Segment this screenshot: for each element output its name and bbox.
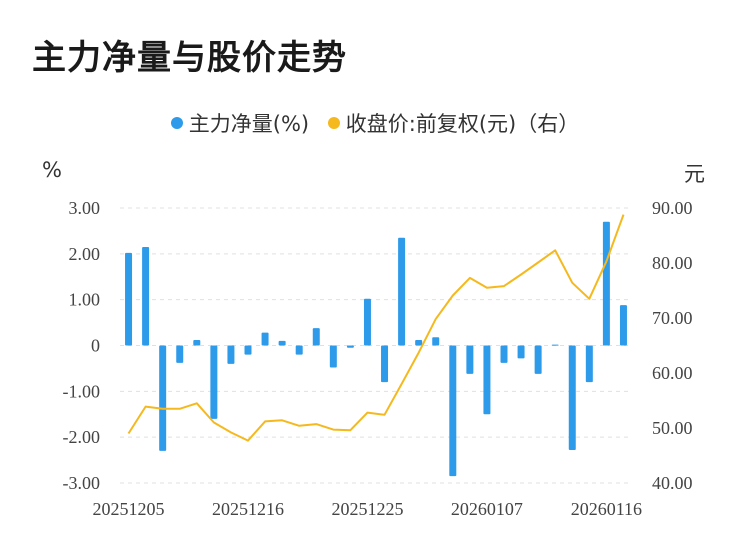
bar-mark [381, 345, 389, 383]
bar-mark [432, 337, 440, 346]
x-tick-label: 20251205 [93, 499, 165, 519]
y-right-tick-label: 50.00 [652, 418, 693, 438]
bar-mark [244, 345, 252, 355]
y-left-tick-label: 1.00 [69, 290, 101, 310]
y-right-tick-label: 90.00 [652, 198, 693, 218]
bar-mark [415, 340, 423, 346]
bar-mark [500, 345, 508, 363]
y-left-tick-label: 0 [91, 336, 100, 356]
y-left-tick-label: -1.00 [63, 381, 101, 401]
bar-mark [449, 345, 457, 477]
y-right-tick-label: 60.00 [652, 363, 693, 383]
bar-mark [466, 345, 474, 374]
legend-bar-label: 主力净量(%) [188, 112, 310, 136]
y-left-tick-label: -2.00 [63, 427, 101, 447]
bar-mark [210, 345, 218, 419]
bar-mark [295, 345, 303, 355]
bar-mark [227, 345, 235, 364]
legend-item-bar[interactable]: 主力净量(%) [170, 108, 310, 138]
bar-mark [398, 237, 406, 346]
bar-mark [568, 345, 576, 450]
bar-mark [329, 345, 337, 368]
x-tick-label: 20260116 [571, 499, 642, 519]
legend-bar-marker-icon [170, 117, 183, 129]
y-left-tick-label: 2.00 [69, 244, 101, 264]
bar-mark [551, 344, 559, 346]
bar-mark [534, 345, 542, 374]
y-right-tick-label: 70.00 [652, 308, 693, 328]
bar-mark [312, 328, 320, 346]
chart-title: 主力净量与股价走势 [32, 38, 347, 78]
y-left-tick-label: 3.00 [69, 198, 101, 218]
y-right-tick-label: 40.00 [652, 473, 693, 493]
bar-mark [142, 246, 150, 346]
bar-mark [159, 345, 167, 451]
legend-item-line[interactable]: 收盘价:前复权(元)（右） [327, 108, 580, 138]
bar-mark [517, 345, 525, 359]
bar-mark [585, 345, 593, 383]
bar-mark [363, 298, 371, 346]
y-left-tick-label: -3.00 [63, 473, 101, 493]
x-tick-label: 20251216 [212, 499, 284, 519]
bar-mark [278, 340, 286, 346]
chart-legend: 主力净量(%) 收盘价:前复权(元)（右） [0, 108, 750, 138]
bar-mark [483, 345, 491, 415]
bar-mark [346, 345, 354, 348]
x-tick-label: 20260107 [451, 499, 523, 519]
bar-mark [261, 332, 269, 346]
right-axis-unit: 元 [684, 162, 705, 186]
left-axis-unit: % [42, 158, 62, 182]
y-right-tick-label: 80.00 [652, 253, 693, 273]
bar-mark [176, 345, 184, 363]
price-line [127, 214, 625, 442]
bar-mark [125, 252, 133, 346]
legend-line-marker-icon [327, 117, 340, 129]
x-tick-label: 20251225 [331, 499, 403, 519]
bar-mark [602, 221, 610, 346]
bar-mark [619, 305, 627, 346]
legend-line-label: 收盘价:前复权(元)（右） [345, 112, 580, 136]
bar-mark [193, 340, 201, 346]
